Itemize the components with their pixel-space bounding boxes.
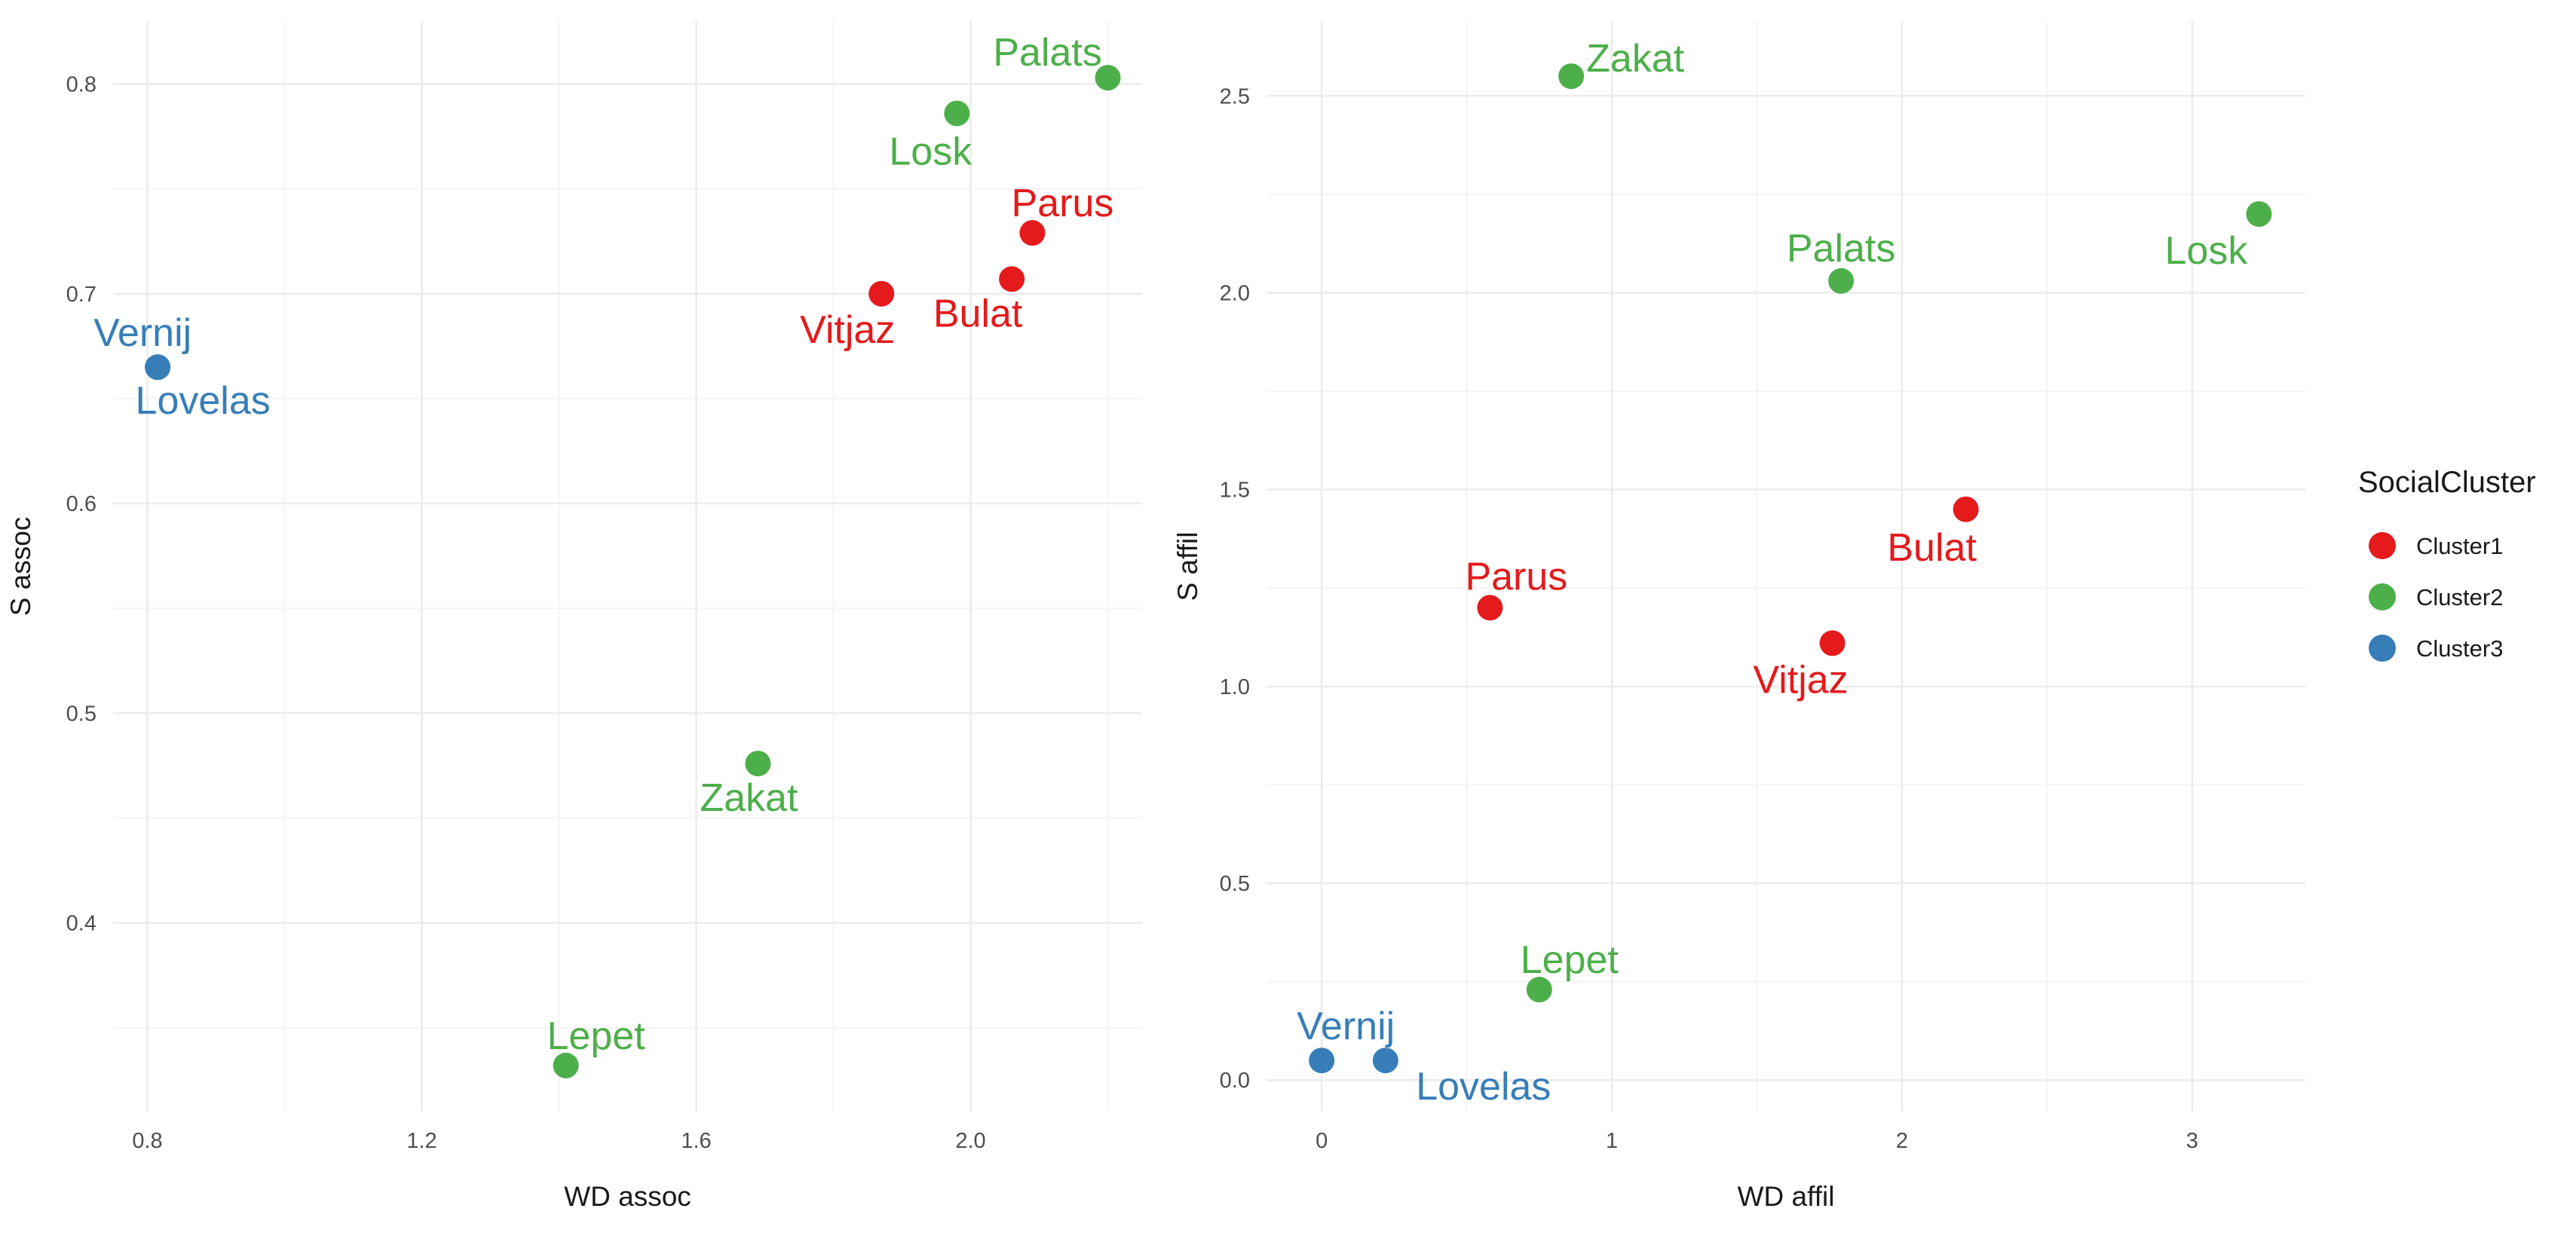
point-label-parus: Parus xyxy=(1011,182,1113,225)
panel-affil: 0 1 2 3 0.0 0.5 1.0 1.5 2.0 2.5 WD affil S affil Zak… xyxy=(1172,21,2305,1212)
point-lepet xyxy=(553,1052,579,1078)
point-label-vernij: Vernij xyxy=(93,311,191,355)
point-label-vitjaz: Vitjaz xyxy=(800,308,895,352)
point-bulat xyxy=(999,266,1025,292)
legend-key-cluster1 xyxy=(2369,532,2396,559)
legend-label-cluster1: Cluster1 xyxy=(2416,533,2503,559)
point-label-lovelas: Lovelas xyxy=(136,379,271,423)
x-tick-label: 1.6 xyxy=(681,1129,711,1153)
x-tick-label: 2.0 xyxy=(955,1129,985,1153)
legend-key-cluster3 xyxy=(2369,635,2396,662)
point-lepet xyxy=(1526,977,1552,1003)
y-axis-title: S assoc xyxy=(5,517,36,616)
y-tick-label: 0.4 xyxy=(66,912,96,936)
point-parus xyxy=(1477,595,1503,621)
point-label-vitjaz: Vitjaz xyxy=(1753,658,1848,702)
point-losk xyxy=(2246,200,2272,227)
legend-label-cluster3: Cluster3 xyxy=(2416,635,2503,662)
panel-assoc: 0.8 1.2 1.6 2.0 0.4 0.5 0.6 0.7 0.8 WD assoc S ass… xyxy=(5,21,1142,1212)
point-lovelas xyxy=(1372,1048,1398,1074)
point-palats xyxy=(1095,65,1121,91)
point-lovelas xyxy=(145,354,171,381)
x-axis-title: WD assoc xyxy=(564,1181,691,1212)
point-losk xyxy=(944,100,970,127)
y-tick-label: 0.7 xyxy=(66,283,96,307)
point-label-palats: Palats xyxy=(1787,227,1896,271)
point-label-parus: Parus xyxy=(1465,555,1567,598)
legend-label-cluster2: Cluster2 xyxy=(2416,584,2503,610)
y-tick-label: 0.8 xyxy=(66,72,96,96)
x-tick-label: 0.8 xyxy=(132,1129,162,1153)
legend: SocialCluster Cluster1 Cluster2 Cluster3 xyxy=(2358,466,2536,662)
point-palats xyxy=(1828,268,1855,294)
y-axis-title: S affil xyxy=(1172,532,1203,601)
point-label-zakat: Zakat xyxy=(700,776,798,820)
y-tick-label: 0.5 xyxy=(66,702,96,726)
point-zakat xyxy=(745,751,771,777)
x-tick-label: 3 xyxy=(2186,1129,2198,1153)
point-label-palats: Palats xyxy=(993,31,1102,75)
y-tick-label: 1.0 xyxy=(1220,675,1250,699)
point-bulat xyxy=(1953,496,1979,522)
y-tick-label: 0.6 xyxy=(66,492,96,516)
x-tick-label: 1.2 xyxy=(406,1129,436,1153)
point-label-lepet: Lepet xyxy=(547,1014,646,1058)
point-vitjaz xyxy=(868,280,895,307)
legend-key-cluster2 xyxy=(2369,583,2396,610)
point-vernij xyxy=(1309,1048,1335,1074)
point-label-losk: Losk xyxy=(2164,229,2248,273)
point-label-bulat: Bulat xyxy=(933,292,1023,335)
point-label-bulat: Bulat xyxy=(1887,526,1977,570)
y-tick-label: 0.0 xyxy=(1220,1069,1250,1093)
point-label-lepet: Lepet xyxy=(1521,938,1619,982)
point-label-lovelas: Lovelas xyxy=(1416,1065,1551,1109)
point-parus xyxy=(1019,220,1046,246)
y-tick-label: 0.5 xyxy=(1220,872,1250,896)
y-tick-label: 2.0 xyxy=(1220,281,1250,305)
point-label-zakat: Zakat xyxy=(1586,37,1685,81)
x-tick-label: 0 xyxy=(1316,1129,1328,1153)
point-zakat xyxy=(1558,63,1585,90)
x-tick-label: 2 xyxy=(1896,1129,1908,1153)
y-tick-label: 2.5 xyxy=(1220,84,1250,109)
x-axis-title: WD affil xyxy=(1738,1181,1835,1212)
legend-title: SocialCluster xyxy=(2358,466,2536,499)
x-tick-label: 1 xyxy=(1606,1129,1618,1153)
y-tick-label: 1.5 xyxy=(1220,479,1250,503)
point-label-vernij: Vernij xyxy=(1297,1005,1395,1048)
point-vitjaz xyxy=(1819,630,1845,656)
point-label-losk: Losk xyxy=(889,130,973,173)
